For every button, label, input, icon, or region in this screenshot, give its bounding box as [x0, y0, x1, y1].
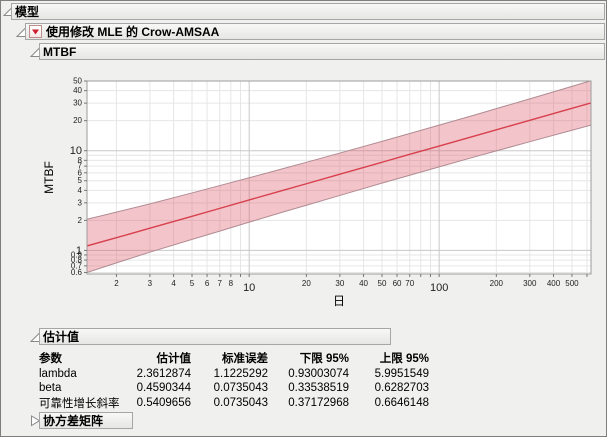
x-tick-label: 5 [190, 279, 195, 288]
mtbf-plot[interactable]: 2 3 4 5 6 7 8 20 30 40 50 60 70 200 300 400 500 10 100 50 40… [39, 75, 604, 315]
x-tick-label: 2 [114, 279, 119, 288]
section-header-model[interactable]: 模型 [11, 3, 605, 20]
y-tick-label: 1 [76, 245, 82, 257]
section-header-crow-amsaa[interactable]: 使用修改 MLE 的 Crow-AMSAA [25, 23, 605, 40]
red-triangle-menu-icon[interactable] [29, 25, 42, 38]
y-tick-label: 0.8 [71, 256, 83, 265]
table-cell: 5.9951549 [374, 367, 429, 380]
column-header: 下限 95% [299, 353, 349, 365]
x-tick-label: 8 [229, 279, 234, 288]
table-row: beta 0.4590344 0.0735043 0.33538519 0.628270… [39, 381, 429, 395]
table-cell: 0.6646148 [374, 397, 429, 409]
y-tick-label: 10 [70, 145, 82, 157]
section-header-estimates[interactable]: 估计值 [39, 328, 391, 345]
table-cell: 0.33538519 [288, 381, 349, 394]
x-tick-label: 20 [302, 279, 311, 288]
y-tick-label: 50 [73, 77, 82, 86]
table-cell: beta [39, 381, 62, 394]
x-tick-label: 4 [171, 279, 176, 288]
column-header: 标准误差 [222, 353, 268, 365]
x-tick-label: 3 [148, 279, 153, 288]
table-cell: 0.0735043 [213, 381, 268, 394]
y-tick-label: 0.9 [71, 250, 83, 259]
x-tick-label: 6 [205, 279, 210, 288]
y-axis-label: MTBF [42, 161, 56, 194]
confidence-band-upper-edge [87, 81, 591, 220]
y-tick-label: 20 [73, 116, 82, 125]
y-tick-label: 8 [78, 156, 83, 165]
estimates-header-row: 参数 估计值 标准误差 下限 95% 上限 95% [39, 350, 429, 367]
column-header: 估计值 [156, 353, 192, 365]
table-cell: 可靠性增长斜率 [39, 398, 120, 410]
table-cell: 0.4590344 [136, 381, 191, 394]
disclosure-collapsed-icon[interactable] [30, 415, 42, 427]
y-tick-label: 40 [73, 86, 82, 95]
table-cell: 0.37172968 [288, 397, 349, 409]
x-tick-label: 300 [523, 279, 537, 288]
column-header: 参数 [39, 353, 62, 365]
y-tick-label: 0.6 [71, 268, 83, 277]
plot-background[interactable] [87, 81, 591, 274]
section-header-covariance[interactable]: 协方差矩阵 [39, 412, 133, 429]
confidence-band-lower-edge [87, 124, 591, 274]
table-row: 可靠性增长斜率 0.5409656 0.0735043 0.37172968 0.664… [39, 395, 429, 412]
plot-frame [86, 80, 592, 275]
section-title-model: 模型 [15, 5, 40, 19]
x-tick-label: 40 [359, 279, 368, 288]
column-header: 上限 95% [379, 353, 429, 365]
y-tick-label: 0.7 [71, 261, 83, 270]
x-tick-label: 200 [490, 279, 504, 288]
section-title-mtbf: MTBF [43, 44, 77, 59]
section-title-estimates: 估计值 [43, 330, 80, 344]
y-tick-label: 2 [78, 216, 83, 225]
section-header-mtbf[interactable]: MTBF [39, 43, 605, 60]
table-cell: 1.1225292 [213, 367, 268, 380]
section-title-crow-amsaa: 使用修改 MLE 的 Crow-AMSAA [46, 25, 220, 39]
y-tick-label: 3 [78, 198, 83, 207]
y-tick-label: 5 [78, 176, 83, 185]
x-tick-label: 10 [243, 282, 255, 294]
table-cell: 0.5409656 [136, 397, 191, 409]
x-tick-label: 60 [393, 279, 402, 288]
table-cell: lambda [39, 367, 77, 380]
table-cell: 0.93003074 [288, 367, 349, 380]
y-tick-label: 7 [78, 162, 83, 171]
table-cell: 0.6282703 [374, 381, 429, 394]
table-cell: 0.0735043 [213, 397, 268, 409]
section-title-covariance: 协方差矩阵 [43, 414, 104, 428]
y-tick-label: 4 [78, 186, 83, 195]
estimates-table: 参数 估计值 标准误差 下限 95% 上限 95% lambda 2.3612874 1.1… [39, 350, 429, 412]
x-tick-label: 30 [335, 279, 344, 288]
table-row: lambda 2.3612874 1.1225292 0.93003074 5.9951… [39, 367, 429, 381]
x-tick-label: 400 [547, 279, 561, 288]
x-tick-label: 7 [218, 279, 223, 288]
x-axis-label: 日 [333, 294, 345, 308]
x-tick-label: 500 [565, 279, 579, 288]
x-tick-label: 70 [405, 279, 414, 288]
confidence-band [87, 81, 591, 273]
x-tick-label: 50 [378, 279, 387, 288]
table-cell: 2.3612874 [136, 367, 191, 380]
y-tick-label: 6 [78, 168, 83, 177]
x-tick-label: 100 [430, 282, 448, 294]
mtbf-fit-line [87, 102, 591, 247]
y-tick-label: 30 [73, 99, 82, 108]
